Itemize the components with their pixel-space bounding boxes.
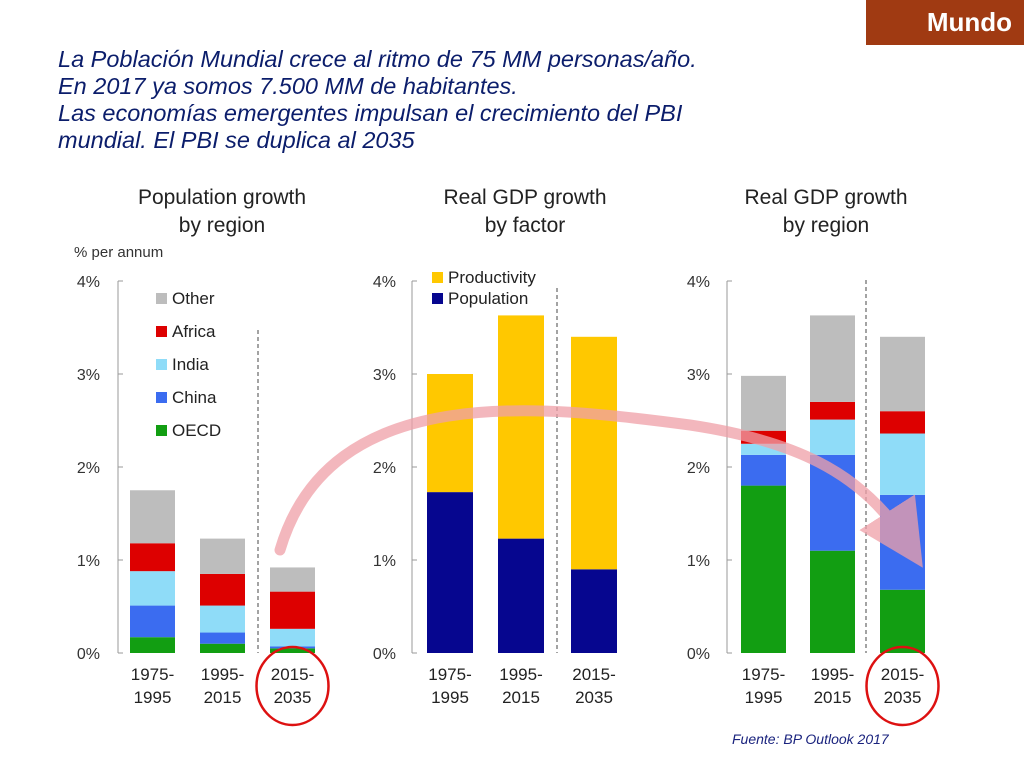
chart-1-legend-swatch-china	[156, 392, 167, 403]
chart-1-bar-china-1995-2015	[200, 633, 245, 644]
chart-2-x-label-end: 2035	[575, 688, 613, 707]
chart-1-x-label-start: 2015-	[271, 665, 314, 684]
chart-3-bar-africa-1995-2015	[810, 402, 855, 420]
chart-2-y-tick-label: 1%	[373, 553, 396, 570]
charts-panel: Population growth by region % per annum 0% 1…	[0, 0, 1024, 768]
chart-1-bar-africa-2015-2035	[270, 592, 315, 629]
chart-1-y-tick-label: 2%	[77, 460, 100, 477]
chart-3-y-tick-label: 1%	[687, 553, 710, 570]
chart-3-y-tick-label: 2%	[687, 460, 710, 477]
chart-1-bar-india-2015-2035	[270, 629, 315, 647]
chart-3-y-tick-label: 3%	[687, 367, 710, 384]
chart-1-bar-africa-1975-1995	[130, 543, 175, 571]
chart-1-legend-swatch-other	[156, 293, 167, 304]
chart-2-legend-label-productivity: Productivity	[448, 268, 536, 287]
chart-1-legend-label-oecd: OECD	[172, 421, 221, 440]
chart-3-bar-africa-2015-2035	[880, 411, 925, 433]
chart-1-bar-oecd-1995-2015	[200, 644, 245, 653]
chart-2-x-label-start: 2015-	[572, 665, 615, 684]
chart-1-ylabel: % per annum	[74, 244, 163, 261]
chart-2-x-label-end: 2015	[502, 688, 540, 707]
chart-2-title-line: Real GDP growth	[443, 186, 606, 209]
source-note: Fuente: BP Outlook 2017	[732, 731, 889, 747]
chart-2-y-tick-label: 4%	[373, 274, 396, 291]
chart-2-bar-population-2015-2035	[571, 569, 617, 653]
chart-2-x-label-start: 1975-	[428, 665, 471, 684]
chart-2-y-tick-label: 3%	[373, 367, 396, 384]
chart-3-x-label-start: 1995-	[811, 665, 854, 684]
chart-1-y-tick-label: 1%	[77, 553, 100, 570]
chart-3-x-label-end: 2035	[884, 688, 922, 707]
chart-3-title-line: Real GDP growth	[744, 186, 907, 209]
chart-3-x-label-end: 1995	[745, 688, 783, 707]
chart-3-bar-china-1975-1995	[741, 455, 786, 486]
chart-3-bar-oecd-1975-1995	[741, 486, 786, 653]
chart-1-x-label-end: 1995	[134, 688, 172, 707]
chart-1-bar-africa-1995-2015	[200, 574, 245, 606]
chart-1-highlight-circle	[257, 647, 329, 725]
chart-2-bar-population-1995-2015	[498, 539, 544, 653]
chart-1-x-label-start: 1995-	[201, 665, 244, 684]
chart-2-x-label-end: 1995	[431, 688, 469, 707]
chart-1-x-label-end: 2015	[204, 688, 242, 707]
chart-1-x-label-end: 2035	[274, 688, 312, 707]
chart-1-legend-swatch-africa	[156, 326, 167, 337]
chart-3-highlight-circle	[867, 647, 939, 725]
chart-3-y-tick-label: 0%	[687, 646, 710, 663]
chart-1-y-tick-label: 4%	[77, 274, 100, 291]
chart-1-title-line: Population growth	[138, 186, 306, 209]
chart-1-legend-swatch-oecd	[156, 425, 167, 436]
chart-3-bar-other-1975-1995	[741, 376, 786, 431]
chart-3-bar-other-2015-2035	[880, 337, 925, 411]
chart-3-bar-oecd-1995-2015	[810, 551, 855, 653]
chart-1-bar-india-1975-1995	[130, 571, 175, 605]
chart-2-legend-swatch-productivity	[432, 272, 443, 283]
chart-1-x-label-start: 1975-	[131, 665, 174, 684]
chart-1-legend-label-other: Other	[172, 289, 215, 308]
chart-1-bar-other-2015-2035	[270, 567, 315, 591]
chart-2-title-line: by factor	[485, 214, 566, 237]
chart-3-title-line: by region	[783, 214, 869, 237]
chart-3-bar-oecd-2015-2035	[880, 590, 925, 653]
chart-2-bar-productivity-1995-2015	[498, 315, 544, 538]
chart-3-x-label-start: 2015-	[881, 665, 924, 684]
chart-1-title-line: by region	[179, 214, 265, 237]
chart-1-bar-india-1995-2015	[200, 606, 245, 633]
chart-1-legend-label-africa: Africa	[172, 322, 216, 341]
chart-1-legend-label-china: China	[172, 388, 217, 407]
chart-1-y-tick-label: 3%	[77, 367, 100, 384]
chart-2-y-tick-label: 0%	[373, 646, 396, 663]
chart-3-y-tick-label: 4%	[687, 274, 710, 291]
chart-2-legend-swatch-population	[432, 293, 443, 304]
chart-2-bar-productivity-2015-2035	[571, 337, 617, 570]
chart-3-bar-other-1995-2015	[810, 315, 855, 401]
chart-2-legend-label-population: Population	[448, 289, 528, 308]
chart-3-bar-india-1995-2015	[810, 420, 855, 455]
chart-2-x-label-start: 1995-	[499, 665, 542, 684]
chart-2-y-tick-label: 2%	[373, 460, 396, 477]
chart-1-y-tick-label: 0%	[77, 646, 100, 663]
chart-1-legend-swatch-india	[156, 359, 167, 370]
chart-3-x-label-start: 1975-	[742, 665, 785, 684]
chart-2-bar-population-1975-1995	[427, 492, 473, 653]
chart-1-legend-label-india: India	[172, 355, 209, 374]
chart-3-x-label-end: 2015	[814, 688, 852, 707]
chart-1-bar-other-1995-2015	[200, 539, 245, 574]
chart-3-bar-india-2015-2035	[880, 434, 925, 495]
chart-1-bar-oecd-1975-1995	[130, 637, 175, 653]
chart-1-bar-other-1975-1995	[130, 490, 175, 543]
chart-1-bar-china-1975-1995	[130, 606, 175, 638]
chart-2-bar-productivity-1975-1995	[427, 374, 473, 492]
